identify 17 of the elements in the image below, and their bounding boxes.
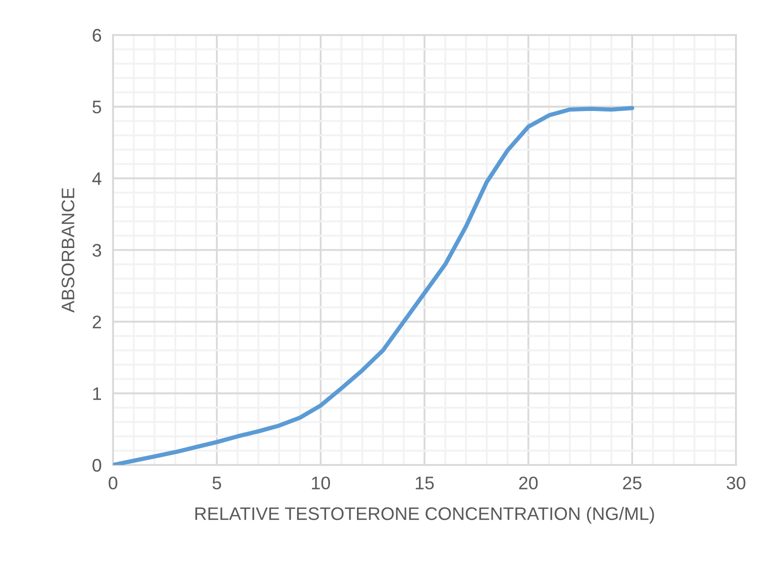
x-tick-label: 25: [623, 476, 642, 490]
y-tick-label: 3: [92, 244, 102, 257]
x-tick-label: 30: [726, 476, 746, 490]
line-series: [113, 106, 634, 465]
y-tick-label: 2: [92, 316, 101, 328]
y-tick-label: 0: [92, 458, 102, 472]
x-tick-label: 10: [312, 476, 330, 490]
y-tick-label: 5: [92, 100, 102, 114]
y-axis-title: ABSORBANCE: [62, 188, 74, 313]
x-tick-label: 20: [519, 476, 538, 490]
y-tick-label: 4: [92, 172, 102, 185]
x-axis-title: RELATIVE TESTOTERONE CONCENTRATION (NG/ML): [195, 506, 654, 524]
y-tick-label: 1: [93, 387, 102, 400]
x-tick-label: 0: [108, 476, 118, 490]
y-tick-label: 6: [92, 28, 102, 42]
x-tick-label: 5: [212, 476, 222, 490]
x-tick-label: 15: [416, 476, 434, 490]
